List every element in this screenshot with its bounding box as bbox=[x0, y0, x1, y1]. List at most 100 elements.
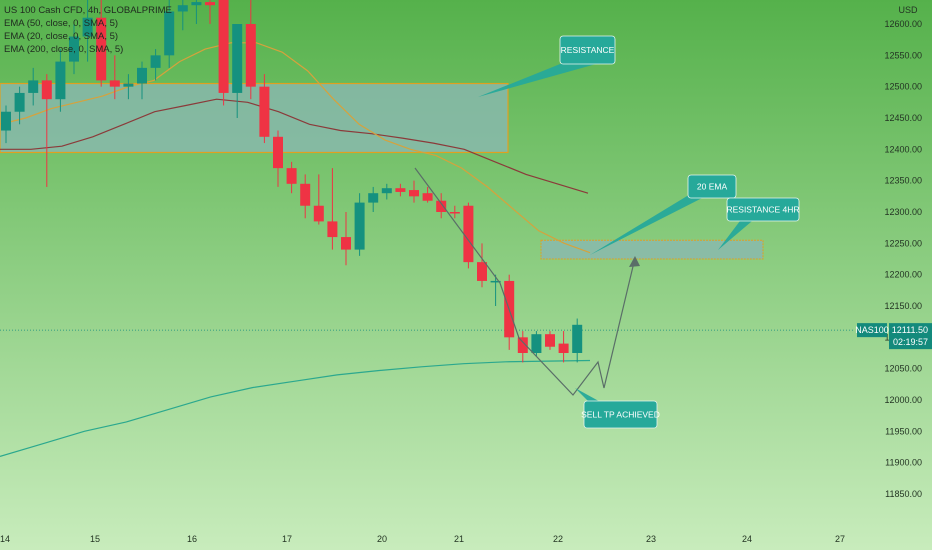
candle-body bbox=[28, 80, 39, 93]
candle-body bbox=[1, 111, 11, 131]
legend-ema50: EMA (50, close, 0, SMA, 5) bbox=[4, 18, 119, 29]
ema200-line bbox=[0, 359, 591, 457]
y-tick-label: 12550.00 bbox=[884, 50, 922, 60]
y-tick-label: 12500.00 bbox=[884, 82, 922, 92]
ema50-line bbox=[0, 98, 589, 194]
candle-body bbox=[232, 24, 243, 93]
legend: US 100 Cash CFD, 4h, GLOBALPRIME EMA (50… bbox=[4, 4, 172, 56]
candle-body bbox=[490, 280, 501, 283]
candle-body bbox=[286, 168, 297, 184]
candle-body bbox=[109, 80, 120, 87]
candle-body bbox=[41, 80, 52, 100]
candle-body bbox=[381, 188, 392, 194]
candle-body bbox=[137, 67, 147, 84]
candle-body bbox=[368, 193, 379, 203]
price-symbol-badge bbox=[857, 323, 887, 338]
x-tick-label: 23 bbox=[646, 534, 656, 544]
drawings-layer bbox=[414, 167, 640, 396]
resistance-callout-pointer bbox=[478, 56, 596, 97]
candles-layer bbox=[1, 0, 583, 363]
sell-tp-callout-label: SELL TP ACHIEVED bbox=[581, 410, 660, 420]
x-tick-label: 27 bbox=[835, 534, 845, 544]
x-tick-label: 21 bbox=[454, 534, 464, 544]
candle-body bbox=[123, 83, 134, 87]
price-value-badge bbox=[889, 323, 932, 350]
projection-arrowhead bbox=[629, 256, 640, 267]
candle-body bbox=[96, 17, 107, 81]
candle-body bbox=[14, 92, 25, 112]
resistance-callout-label: RESISTANCE bbox=[561, 45, 615, 55]
resistance-callout-box bbox=[559, 35, 616, 65]
indicator-lines-layer bbox=[0, 42, 855, 457]
price-value-text: 12111.50 bbox=[892, 325, 928, 335]
candle-body bbox=[150, 55, 161, 68]
candle-body bbox=[300, 183, 311, 206]
resistance-4hr-callout-label: RESISTANCE 4HR bbox=[726, 205, 799, 215]
candle-body bbox=[205, 2, 215, 6]
candle-body bbox=[55, 61, 66, 100]
sell-tp-callout-box bbox=[583, 400, 658, 429]
ema20-callout-box bbox=[687, 174, 737, 199]
candle-body bbox=[82, 17, 93, 37]
candle-body bbox=[327, 221, 338, 238]
y-tick-label: 12450.00 bbox=[884, 113, 922, 123]
x-tick-label: 16 bbox=[187, 534, 197, 544]
candle-body bbox=[422, 193, 433, 201]
y-tick-label: 12250.00 bbox=[884, 238, 922, 248]
x-tick-label: 24 bbox=[742, 534, 752, 544]
candle-body bbox=[517, 337, 528, 353]
candle-body bbox=[436, 200, 447, 212]
candle-body bbox=[531, 334, 542, 353]
price-countdown-text: 02:19:57 bbox=[893, 337, 928, 347]
candle-body bbox=[341, 237, 351, 250]
x-tick-label: 22 bbox=[553, 534, 563, 544]
callouts-layer: RESISTANCE 20 EMA RESISTANCE 4HR SELL TP AC… bbox=[478, 35, 800, 429]
legend-ema200: EMA (200, close, 0, SMA, 5) bbox=[4, 44, 124, 55]
candle-body bbox=[558, 343, 569, 353]
projection-path bbox=[414, 167, 636, 396]
y-tick-label: 12350.00 bbox=[884, 176, 922, 186]
price-symbol-text: NAS100 bbox=[855, 325, 889, 335]
candle-body bbox=[395, 188, 406, 192]
x-tick-label: 17 bbox=[282, 534, 292, 544]
candle-body bbox=[273, 136, 283, 169]
candle-body bbox=[177, 5, 188, 12]
candle-body bbox=[477, 262, 487, 281]
legend-symbol: US 100 Cash CFD, 4h, GLOBALPRIME bbox=[4, 5, 172, 16]
candle-body bbox=[245, 24, 256, 87]
y-tick-label: 12000.00 bbox=[884, 395, 922, 405]
ema20-callout-label: 20 EMA bbox=[697, 182, 728, 192]
ema20-line bbox=[0, 42, 591, 254]
y-tick-label: 11850.00 bbox=[885, 489, 922, 499]
y-tick-label: 12200.00 bbox=[884, 270, 922, 280]
y-tick-label: 12300.00 bbox=[884, 207, 922, 217]
candle-body bbox=[354, 202, 365, 250]
candle-body bbox=[218, 0, 229, 93]
legend-ema20: EMA (20, close, 0, SMA, 5) bbox=[4, 31, 119, 42]
y-tick-label: 12400.00 bbox=[884, 144, 922, 154]
candle-body bbox=[164, 11, 175, 56]
y-tick-label: 11950.00 bbox=[885, 426, 922, 436]
y-tick-label: 12150.00 bbox=[884, 301, 922, 311]
candle-body bbox=[449, 212, 460, 214]
y-tick-label: 12050.00 bbox=[884, 364, 922, 374]
candle-body bbox=[572, 324, 583, 353]
x-tick-label: 15 bbox=[90, 534, 100, 544]
resistance-4hr-zone bbox=[540, 239, 764, 260]
candle-body bbox=[463, 205, 474, 263]
x-tick-label: 20 bbox=[377, 534, 387, 544]
resistance-4hr-callout-pointer bbox=[718, 213, 758, 250]
candle-body bbox=[313, 205, 324, 222]
y-tick-label: 12600.00 bbox=[884, 19, 922, 29]
currency-label: USD bbox=[898, 5, 918, 15]
resistance-4hr-callout-box bbox=[726, 197, 800, 222]
candle-body bbox=[409, 190, 419, 197]
ema20-callout-pointer bbox=[590, 190, 712, 255]
candle-body bbox=[69, 36, 79, 62]
y-tick-label: 11900.00 bbox=[885, 458, 922, 468]
candle-body bbox=[259, 86, 270, 137]
candle-body bbox=[545, 334, 555, 347]
axes-layer: 12600.00 12550.00 12500.00 12450.00 12400.00… bbox=[0, 5, 932, 544]
x-tick-label: 14 bbox=[0, 534, 10, 544]
